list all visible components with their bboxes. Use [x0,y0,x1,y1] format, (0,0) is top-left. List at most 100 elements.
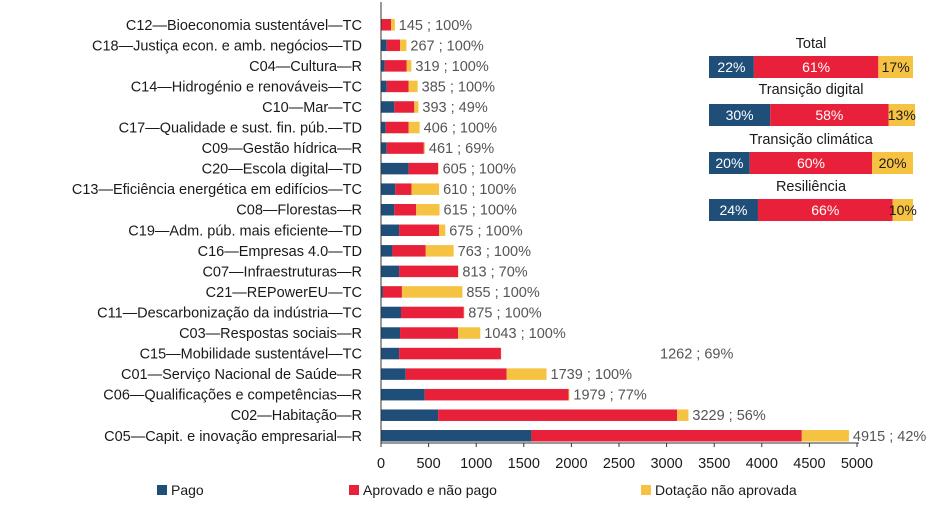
panel-segment-pago [709,104,771,126]
x-tick-label: 1500 [508,456,540,472]
value-label: 267 ; 100% [410,38,483,54]
panel-percent-label: 30% [726,107,754,123]
category-label: C12—Bioeconomia sustentável—TC [126,18,362,34]
bar-segment-pago [381,101,395,113]
bar-segment-nao-aprovada [414,101,419,113]
panel-segment-nao-aprovada [872,152,913,174]
bar-segment-pago [381,121,386,134]
bar-segment-aprovado [386,142,424,154]
bar-segment-nao-aprovada [439,224,446,237]
bar-segment-aprovado [408,162,439,175]
bar-segment-pago [381,347,400,360]
panel-percent-label: 66% [811,202,839,218]
panel-percent-label: 17% [882,59,910,75]
bar-segment-pago [381,60,385,72]
panel-segment-nao-aprovada [892,199,913,221]
value-label: 1262 ; 69% [660,347,733,363]
x-tick-label: 1000 [460,456,492,472]
panel-percent-label: 22% [717,59,745,75]
value-label: 406 ; 100% [424,121,497,137]
bar-segment-nao-aprovada [408,121,420,134]
bar-segment-aprovado [381,19,391,31]
legend-entry-aprovado-label: Aprovado e não pago [363,482,497,498]
bar-segment-nao-aprovada [390,19,395,31]
panel-title: Resiliência [776,179,847,195]
bar-segment-nao-aprovada [411,183,440,195]
bar-segment-pago [381,368,406,380]
panel-percent-label: 20% [879,155,907,171]
bar-segment-nao-aprovada [408,80,418,93]
x-tick-label: 3500 [698,456,730,472]
bar-segment-nao-aprovada [458,327,481,339]
category-label: C03—Respostas sociais—R [179,326,362,342]
bar-segment-pago [381,203,395,216]
bar-segment-aprovado [400,306,464,319]
panel-title: Transição climática [749,132,873,148]
value-label: 855 ; 100% [466,285,539,301]
value-label: 615 ; 100% [444,203,517,219]
x-tick-label: 4500 [793,456,825,472]
category-label: C10—Mar—TC [262,100,362,116]
category-label: C20—Escola digital—TD [202,162,362,178]
panel-segment-aprovado [757,199,893,221]
category-label: C01—Serviço Nacional de Saúde—R [121,367,362,383]
panel-title: Total [796,36,827,52]
bar-segment-aprovado [386,39,401,52]
legend-entry-nao-aprovada-label: Dotação não aprovada [655,482,797,498]
panel-percent-label: 24% [719,202,747,218]
bar-segment-aprovado [394,101,415,113]
value-label: 605 ; 100% [443,162,516,178]
bar-segment-nao-aprovada [416,203,440,216]
main-stacked-bar-chart: C12—Bioeconomia sustentável—TC 145 ; 100%… [72,2,926,472]
category-label: C21—REPowerEU—TC [206,285,362,301]
category-label: C05—Capit. e inovação empresarial—R [104,429,362,445]
bar-segment-aprovado [531,430,802,442]
value-label: 813 ; 70% [462,264,527,280]
bar-segment-nao-aprovada [423,142,425,154]
x-tick-label: 2500 [603,456,635,472]
category-label: C13—Eficiência energética em edifícios—T… [72,182,362,198]
bar-segment-nao-aprovada [406,60,412,72]
x-tick-label: 4000 [746,456,778,472]
bar-segment-nao-aprovada [401,286,463,298]
category-label: C17—Qualidade e sust. fin. púb.—TD [119,121,362,137]
bar-segment-pago [381,142,387,154]
panel-percent-label: 10% [889,202,917,218]
value-label: 1979 ; 77% [573,388,646,404]
value-label: 461 ; 69% [429,141,494,157]
panel-segment-aprovado [770,104,889,126]
x-tick-label: 500 [416,456,440,472]
value-label: 393 ; 49% [422,100,487,116]
value-label: 3229 ; 56% [692,408,765,424]
category-label: C02—Habitação—R [231,408,362,424]
bar-segment-pago [381,183,396,195]
legend-entry-pago-swatch [157,485,167,495]
panel-title: Transição digital [758,82,863,98]
panel-segment-nao-aprovada [878,56,913,78]
bar-segment-aprovado [385,121,409,134]
bar-segment-aprovado [399,347,501,360]
panel-percent-label: 20% [715,155,743,171]
bar-segment-aprovado [399,265,459,278]
bar-segment-nao-aprovada [425,245,454,257]
bar-segment-aprovado [395,183,412,195]
value-label: 1739 ; 100% [551,367,633,383]
value-label: 1043 ; 100% [484,326,566,342]
legend-entry-aprovado-swatch [349,485,359,495]
value-label: 4915 ; 42% [853,429,926,445]
category-label: C08—Florestas—R [236,203,362,219]
bar-segment-aprovado [392,245,426,257]
x-tick-label: 0 [377,456,385,472]
bar-segment-pago [381,430,532,442]
panel-segment-aprovado [753,56,879,78]
value-label: 610 ; 100% [443,182,516,198]
panel-segment-pago [709,56,754,78]
category-label: C14—Hidrogénio e renováveis—TC [131,79,362,95]
panel-segment-nao-aprovada [888,104,916,126]
bar-segment-pago [381,224,400,237]
bar-segment-pago [381,306,401,319]
category-label: C09—Gestão hídrica—R [202,141,362,157]
value-label: 385 ; 100% [422,79,495,95]
